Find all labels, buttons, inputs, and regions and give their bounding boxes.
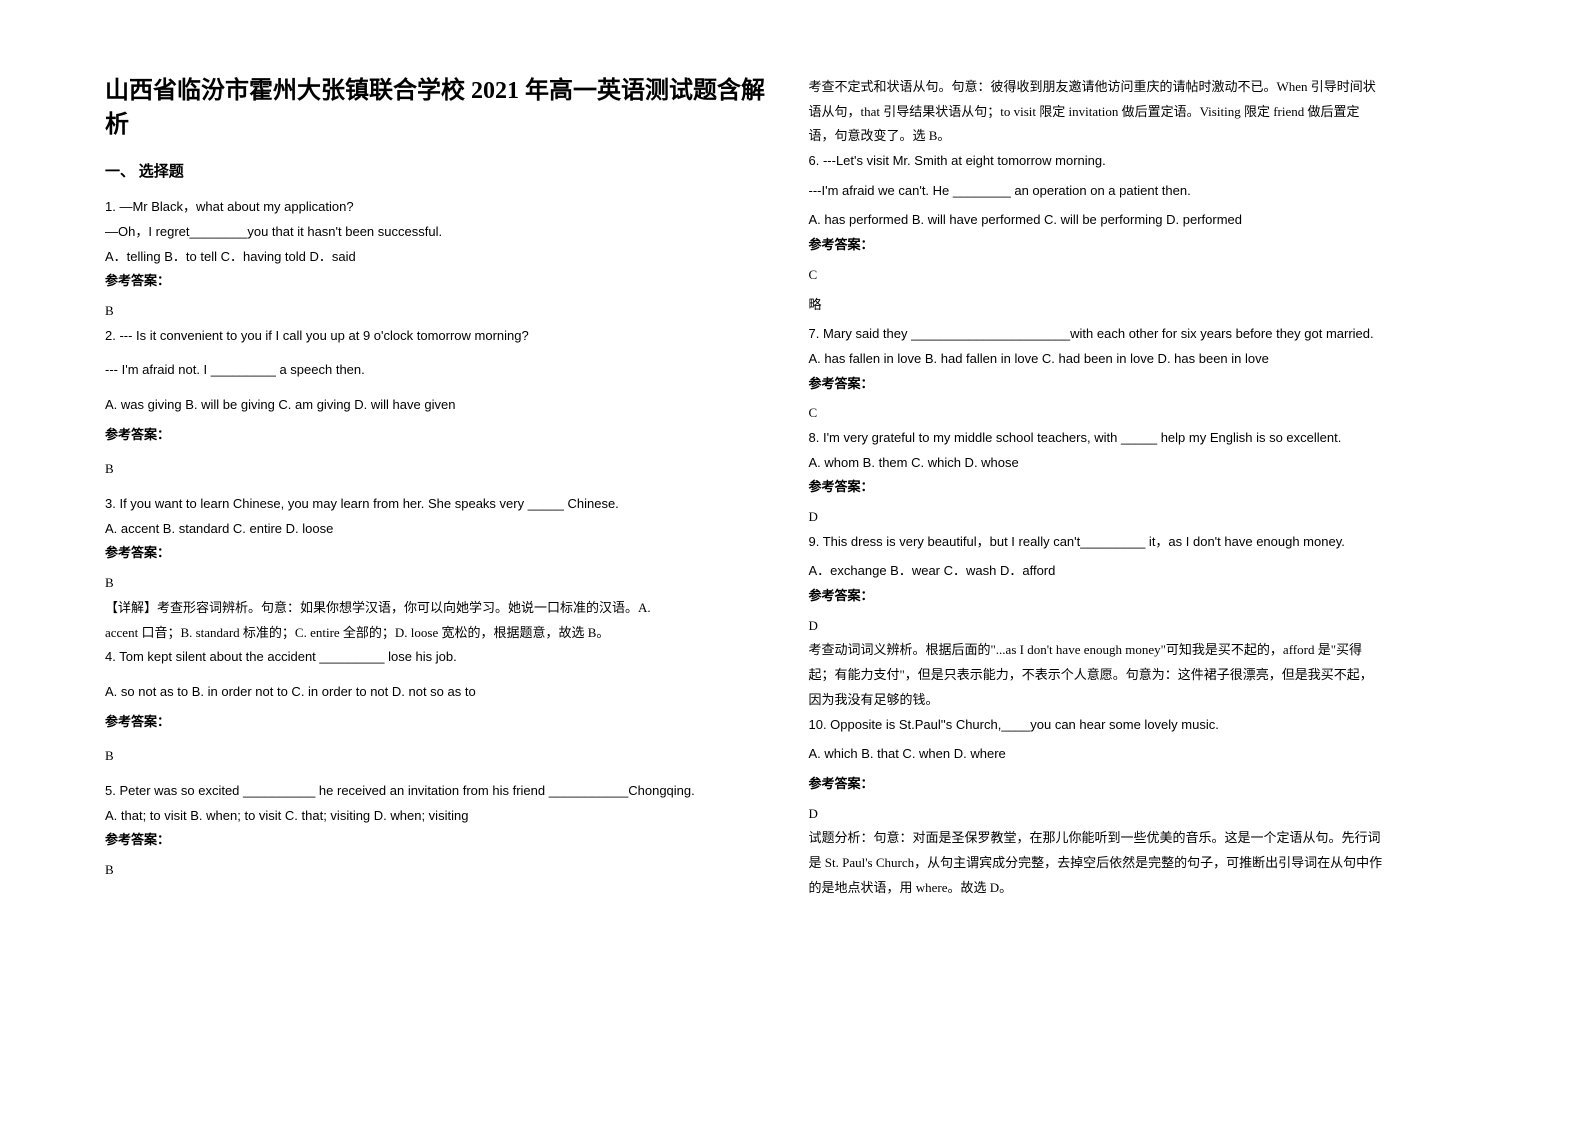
q2-line2: --- I'm afraid not. I _________ a speech…: [105, 358, 779, 383]
q5-line1: 5. Peter was so excited __________ he re…: [105, 779, 779, 804]
q9-answer: D: [809, 614, 1483, 639]
q1-line1: 1. —Mr Black，what about my application?: [105, 195, 779, 220]
q6-line2: ---I'm afraid we can't. He ________ an o…: [809, 179, 1483, 204]
q6-line1: 6. ---Let's visit Mr. Smith at eight tom…: [809, 149, 1483, 174]
q9-explain1: 考查动词词义辨析。根据后面的"...as I don't have enough…: [809, 638, 1483, 663]
q3-options: A. accent B. standard C. entire D. loose: [105, 517, 779, 542]
q5-explain3: 语，句意改变了。选 B。: [809, 124, 1483, 149]
q6-answer: C: [809, 263, 1483, 288]
section-heading: 一、 选择题: [105, 160, 779, 181]
q9-answer-label: 参考答案：: [809, 584, 1483, 609]
q10-answer-label: 参考答案：: [809, 772, 1483, 797]
q4-options: A. so not as to B. in order not to C. in…: [105, 680, 779, 705]
q10-options: A. which B. that C. when D. where: [809, 742, 1483, 767]
q4-answer-label: 参考答案：: [105, 710, 779, 735]
q2-line1: 2. --- Is it convenient to you if I call…: [105, 324, 779, 349]
q3-explain1: 【详解】考查形容词辨析。句意：如果你想学汉语，你可以向她学习。她说一口标准的汉语…: [105, 596, 779, 621]
q1-answer-label: 参考答案：: [105, 269, 779, 294]
q9-explain3: 因为我没有足够的钱。: [809, 688, 1483, 713]
q3-line1: 3. If you want to learn Chinese, you may…: [105, 492, 779, 517]
q7-line1: 7. Mary said they ______________________…: [809, 322, 1483, 347]
q8-answer: D: [809, 505, 1483, 530]
q3-explain2: accent 口音；B. standard 标准的；C. entire 全部的；…: [105, 621, 779, 646]
q7-answer: C: [809, 401, 1483, 426]
q7-answer-label: 参考答案：: [809, 372, 1483, 397]
q3-answer: B: [105, 571, 779, 596]
q9-explain2: 起；有能力支付"，但是只表示能力，不表示个人意愿。句意为：这件裙子很漂亮，但是我…: [809, 663, 1483, 688]
q10-explain1: 试题分析：句意：对面是圣保罗教堂，在那儿你能听到一些优美的音乐。这是一个定语从句…: [809, 826, 1483, 851]
right-column: 考查不定式和状语从句。句意：彼得收到朋友邀请他访问重庆的请帖时激动不已。When…: [794, 75, 1498, 1072]
q2-options: A. was giving B. will be giving C. am gi…: [105, 393, 779, 418]
q10-line1: 10. Opposite is St.Paul''s Church,____yo…: [809, 713, 1483, 738]
q10-explain2: 是 St. Paul's Church，从句主谓宾成分完整，去掉空后依然是完整的…: [809, 851, 1483, 876]
q8-options: A. whom B. them C. which D. whose: [809, 451, 1483, 476]
q2-answer: B: [105, 457, 779, 482]
q1-line2: —Oh，I regret________you that it hasn't b…: [105, 220, 779, 245]
document-title: 山西省临汾市霍州大张镇联合学校 2021 年高一英语测试题含解析: [105, 75, 779, 142]
q4-answer: B: [105, 744, 779, 769]
q6-extra: 略: [809, 293, 1483, 318]
q5-answer-label: 参考答案：: [105, 828, 779, 853]
q5-explain1: 考查不定式和状语从句。句意：彼得收到朋友邀请他访问重庆的请帖时激动不已。When…: [809, 75, 1483, 100]
q3-answer-label: 参考答案：: [105, 541, 779, 566]
q8-line1: 8. I'm very grateful to my middle school…: [809, 426, 1483, 451]
q5-options: A. that; to visit B. when; to visit C. t…: [105, 804, 779, 829]
q5-explain2: 语从句，that 引导结果状语从句；to visit 限定 invitation…: [809, 100, 1483, 125]
q9-options: A．exchange B．wear C．wash D．afford: [809, 559, 1483, 584]
q10-explain3: 的是地点状语，用 where。故选 D。: [809, 876, 1483, 901]
q10-answer: D: [809, 802, 1483, 827]
q1-options: A．telling B．to tell C．having told D．said: [105, 245, 779, 270]
q6-answer-label: 参考答案：: [809, 233, 1483, 258]
q9-line1: 9. This dress is very beautiful，but I re…: [809, 530, 1483, 555]
q2-answer-label: 参考答案：: [105, 423, 779, 448]
q6-options: A. has performed B. will have performed …: [809, 208, 1483, 233]
q1-answer: B: [105, 299, 779, 324]
left-column: 山西省临汾市霍州大张镇联合学校 2021 年高一英语测试题含解析 一、 选择题 …: [90, 75, 794, 1072]
q5-answer: B: [105, 858, 779, 883]
q7-options: A. has fallen in love B. had fallen in l…: [809, 347, 1483, 372]
q4-line1: 4. Tom kept silent about the accident __…: [105, 645, 779, 670]
q8-answer-label: 参考答案：: [809, 475, 1483, 500]
